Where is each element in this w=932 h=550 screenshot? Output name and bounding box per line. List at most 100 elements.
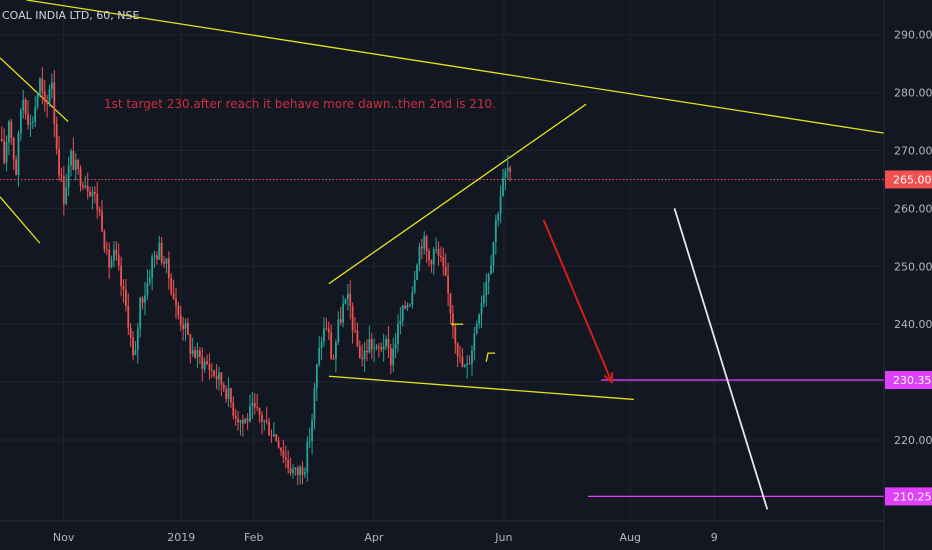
candle-body [385, 339, 387, 346]
candle-body [268, 421, 270, 436]
candle-body [409, 304, 411, 306]
target-badge-210.25-bg [885, 487, 932, 506]
candle-body [394, 343, 397, 349]
candle-body [280, 447, 282, 451]
candlestick-series [0, 67, 512, 486]
candle-body [497, 213, 500, 220]
candle-body [358, 346, 361, 358]
candle-body [447, 275, 449, 294]
candle-body [144, 295, 146, 303]
candle-body [339, 319, 342, 323]
candle-body [151, 256, 154, 279]
candle-body [272, 434, 275, 437]
candle-body [132, 337, 134, 356]
candle-body [294, 467, 297, 470]
candle-body [206, 361, 208, 365]
y-tick-label: 280.00 [894, 87, 932, 100]
candle-body [444, 266, 447, 276]
candle-body [17, 133, 20, 176]
symbol-title[interactable]: COAL INDIA LTD, 60, NSE [2, 9, 140, 22]
candle-body [98, 209, 101, 212]
candle-body [327, 328, 330, 333]
candle-body [5, 142, 8, 163]
candle-body [301, 466, 304, 475]
candle-body [287, 459, 290, 468]
candle-body [70, 151, 72, 166]
trendline-channel-bottom [328, 375, 634, 401]
candle-body [442, 257, 445, 267]
candle-body [53, 82, 56, 124]
candle-body [215, 376, 218, 380]
marker-235 [485, 352, 496, 362]
candle-body [158, 242, 161, 260]
candle-body [475, 323, 478, 334]
candle-body [483, 294, 485, 304]
candle-body [122, 286, 125, 290]
candle-body [218, 372, 220, 380]
candle-body [289, 467, 292, 473]
candle-body [220, 372, 223, 385]
candle-body [189, 334, 192, 354]
candle-body [148, 278, 151, 284]
candle-body [91, 191, 94, 197]
candle-body [392, 348, 395, 365]
candle-body [29, 122, 32, 125]
candle-body [504, 171, 507, 178]
candle-body [332, 359, 335, 360]
candle-body [182, 325, 185, 329]
candle-body [320, 341, 323, 348]
candle-body [103, 231, 106, 250]
x-tick-label: 9 [711, 531, 718, 544]
candle-body [406, 305, 409, 309]
candle-body [499, 195, 502, 214]
candle-body [284, 457, 287, 460]
candle-body [67, 165, 70, 188]
candle-body [213, 370, 216, 377]
candle-body [191, 350, 194, 354]
candle-body [480, 303, 483, 315]
y-tick-label: 240.00 [894, 318, 932, 331]
x-tick-label: Apr [364, 531, 384, 544]
target-badge-230.35-bg [885, 371, 932, 390]
candle-body [258, 407, 261, 415]
candle-body [198, 350, 201, 357]
candle-body [129, 327, 132, 338]
candle-body [451, 313, 454, 327]
candle-body [325, 328, 328, 330]
candle-body [170, 277, 173, 294]
candle-body [210, 369, 213, 371]
candle-body [62, 176, 65, 204]
candle-body [19, 110, 22, 134]
candle-body [509, 167, 512, 172]
candle-body [251, 402, 254, 406]
candle-body [237, 418, 239, 423]
candle-body [377, 346, 380, 348]
time-axis[interactable]: Nov 2019 Feb Apr Jun Aug 9 [53, 531, 718, 544]
candle-body [134, 350, 137, 356]
candle-body [234, 415, 237, 419]
candle-body [82, 185, 84, 188]
candle-body [354, 330, 356, 332]
x-tick-label: 2019 [167, 531, 195, 544]
candle-body [463, 365, 466, 367]
candle-body [48, 89, 51, 105]
candle-body [156, 255, 158, 260]
candle-body [303, 472, 306, 475]
candle-body [0, 138, 3, 141]
candle-body [425, 236, 428, 252]
candle-body [120, 265, 123, 287]
candle-body [196, 350, 199, 358]
candle-body [208, 364, 211, 370]
candle-body [8, 121, 10, 143]
annotation-text[interactable]: 1st target 230.after reach it behave mor… [104, 97, 496, 111]
candle-body [380, 347, 383, 350]
x-tick-label: Aug [620, 531, 641, 544]
candle-body [420, 246, 423, 249]
candle-body [74, 159, 77, 170]
candle-body [24, 99, 27, 115]
candle-body [141, 298, 144, 303]
candle-body [387, 339, 390, 349]
candle-body [370, 339, 373, 350]
candle-body [337, 319, 340, 343]
